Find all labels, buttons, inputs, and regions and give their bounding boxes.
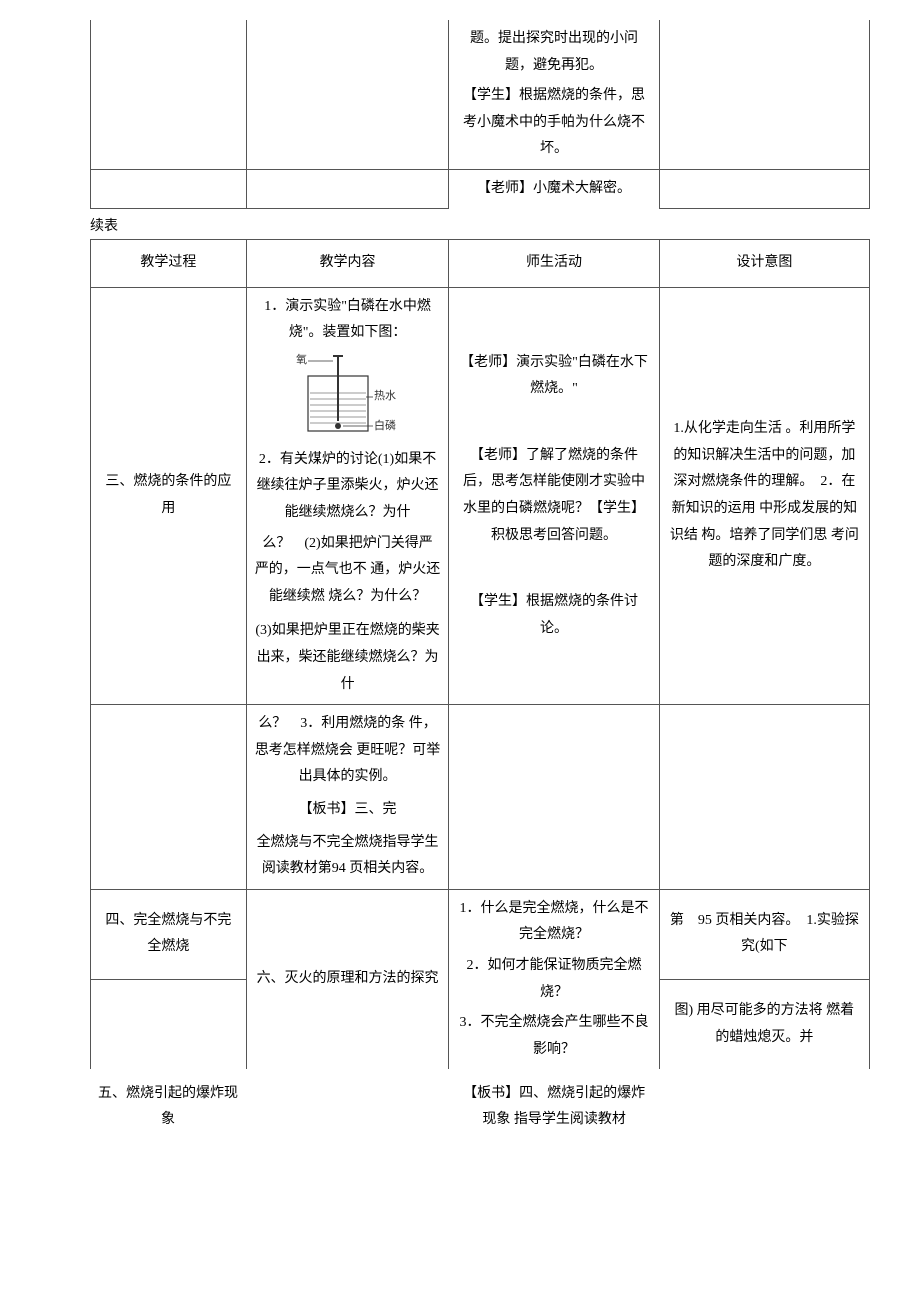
content-complete-combust: 全燃烧与不完全燃烧指导学生阅读教材第94 页相关内容。 <box>255 830 441 883</box>
header-activity: 师生活动 <box>449 240 659 288</box>
top-cell-intent <box>659 20 869 169</box>
activity-q2: 2．如何才能保证物质完全燃烧？ <box>457 953 650 1006</box>
content-stove-2c: (3)如果把炉里正在燃烧的柴夹出来，柴还能继续燃烧么？为什 <box>255 618 441 698</box>
label-hotwater: 热水 <box>374 389 396 402</box>
content-stove-2a: 2．有关煤炉的讨论(1)如果不继续往炉子里添柴火，炉火还能继续燃烧么？为什 <box>255 447 441 527</box>
cell-activity-3b <box>449 705 659 890</box>
cell-process-4b <box>91 980 247 1070</box>
continue-label: 续表 <box>90 215 880 235</box>
top-cell-process <box>91 20 247 169</box>
below-intent <box>659 1081 870 1131</box>
content-demo-text: 1．演示实验"白磷在水中燃烧"。装置如下图： <box>255 294 441 347</box>
label-phos: 白磷 <box>374 418 396 432</box>
top-activity-text-2: 【学生】根据燃烧的条件，思考小魔术中的手帕为什么烧不坏。 <box>457 83 650 163</box>
row-three-cont: 么？ 3．利用燃烧的条 件，思考怎样燃烧会 更旺呢？可举出具体的实例。 【板书】… <box>91 705 870 890</box>
label-oxygen: 氧 <box>296 352 307 366</box>
cell-intent-4b: 图) 用尽可能多的方法将 燃着的蜡烛熄灭。并 <box>659 980 869 1070</box>
below-process: 五、燃烧引起的爆炸现象 <box>90 1081 246 1131</box>
trans-c2 <box>246 169 449 208</box>
cell-process-3: 三、燃烧的条件的应用 <box>91 287 247 705</box>
top-activity-text-1: 题。提出探究时出现的小问题，避免再犯。 <box>457 26 650 79</box>
header-content: 教学内容 <box>246 240 449 288</box>
cell-intent-3b <box>659 705 869 890</box>
transition-table: 【老师】小魔术大解密。 <box>90 169 870 209</box>
cell-content-3b: 么？ 3．利用燃烧的条 件，思考怎样燃烧会 更旺呢？可举出具体的实例。 【板书】… <box>246 705 449 890</box>
cell-content-4: 六、灭火的原理和方法的探究 <box>246 889 449 1069</box>
content-banshu: 【板书】三、完 <box>255 797 441 824</box>
apparatus-diagram: 氧 热水 白磷 <box>278 351 418 441</box>
cell-activity-4: 1．什么是完全燃烧，什么是不完全燃烧？ 2．如何才能保证物质完全燃烧？ 3．不完… <box>449 889 659 1069</box>
header-process: 教学过程 <box>91 240 247 288</box>
cell-content-3: 1．演示实验"白磷在水中燃烧"。装置如下图： <box>246 287 449 705</box>
top-carryover-table: 题。提出探究时出现的小问题，避免再犯。 【学生】根据燃烧的条件，思考小魔术中的手… <box>90 20 870 170</box>
cell-activity-3: 【老师】演示实验"白磷在水下燃烧。" 【老师】了解了燃烧的条件后，思考怎样能使刚… <box>449 287 659 705</box>
row-four-complete: 四、完全燃烧与不完全燃烧 六、灭火的原理和方法的探究 1．什么是完全燃烧，什么是… <box>91 889 870 979</box>
content-stove-2b: 么？ (2)如果把炉门关得严 严的，一点气也不 通，炉火还能继续燃 烧么？为什么… <box>255 531 441 611</box>
cell-process-3b <box>91 705 247 890</box>
activity-q3: 3．不完全燃烧会产生哪些不良影响？ <box>457 1010 650 1063</box>
top-cell-content <box>246 20 449 169</box>
activity-teacher-student: 【老师】了解了燃烧的条件后，思考怎样能使刚才实验中水里的白磷燃烧呢？【学生】积极… <box>457 443 650 549</box>
below-content <box>246 1081 449 1131</box>
cell-intent-3: 1.从化学走向生活 。利用所学的知识解决生活中的问题，加深对燃烧条件的理解。 2… <box>659 287 869 705</box>
header-intent: 设计意图 <box>659 240 869 288</box>
activity-q1: 1．什么是完全燃烧，什么是不完全燃烧？ <box>457 896 650 949</box>
trans-c4 <box>659 169 869 208</box>
trans-activity: 【老师】小魔术大解密。 <box>449 169 659 208</box>
row-three-conditions: 三、燃烧的条件的应用 1．演示实验"白磷在水中燃烧"。装置如下图： <box>91 287 870 705</box>
below-table-row: 五、燃烧引起的爆炸现象 【板书】四、燃烧引起的爆炸现象 指导学生阅读教材 <box>90 1081 870 1131</box>
main-table: 教学过程 教学内容 师生活动 设计意图 三、燃烧的条件的应用 1．演示实验"白磷… <box>90 239 870 1069</box>
top-cell-activity-1: 题。提出探究时出现的小问题，避免再犯。 【学生】根据燃烧的条件，思考小魔术中的手… <box>449 20 659 169</box>
cell-intent-4a: 第 95 页相关内容。 1.实验探究(如下 <box>659 889 869 979</box>
cell-process-4: 四、完全燃烧与不完全燃烧 <box>91 889 247 979</box>
header-row: 教学过程 教学内容 师生活动 设计意图 <box>91 240 870 288</box>
below-activity: 【板书】四、燃烧引起的爆炸现象 指导学生阅读教材 <box>449 1081 660 1131</box>
activity-teacher-demo: 【老师】演示实验"白磷在水下燃烧。" <box>457 350 650 403</box>
content-me-3: 么？ 3．利用燃烧的条 件，思考怎样燃烧会 更旺呢？可举出具体的实例。 <box>255 711 441 791</box>
activity-student-discuss: 【学生】根据燃烧的条件讨论。 <box>457 589 650 642</box>
trans-c1 <box>91 169 247 208</box>
apparatus-svg: 氧 热水 白磷 <box>278 351 418 441</box>
